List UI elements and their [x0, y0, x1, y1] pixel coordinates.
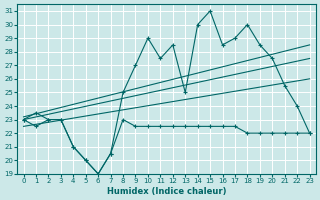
X-axis label: Humidex (Indice chaleur): Humidex (Indice chaleur): [107, 187, 226, 196]
